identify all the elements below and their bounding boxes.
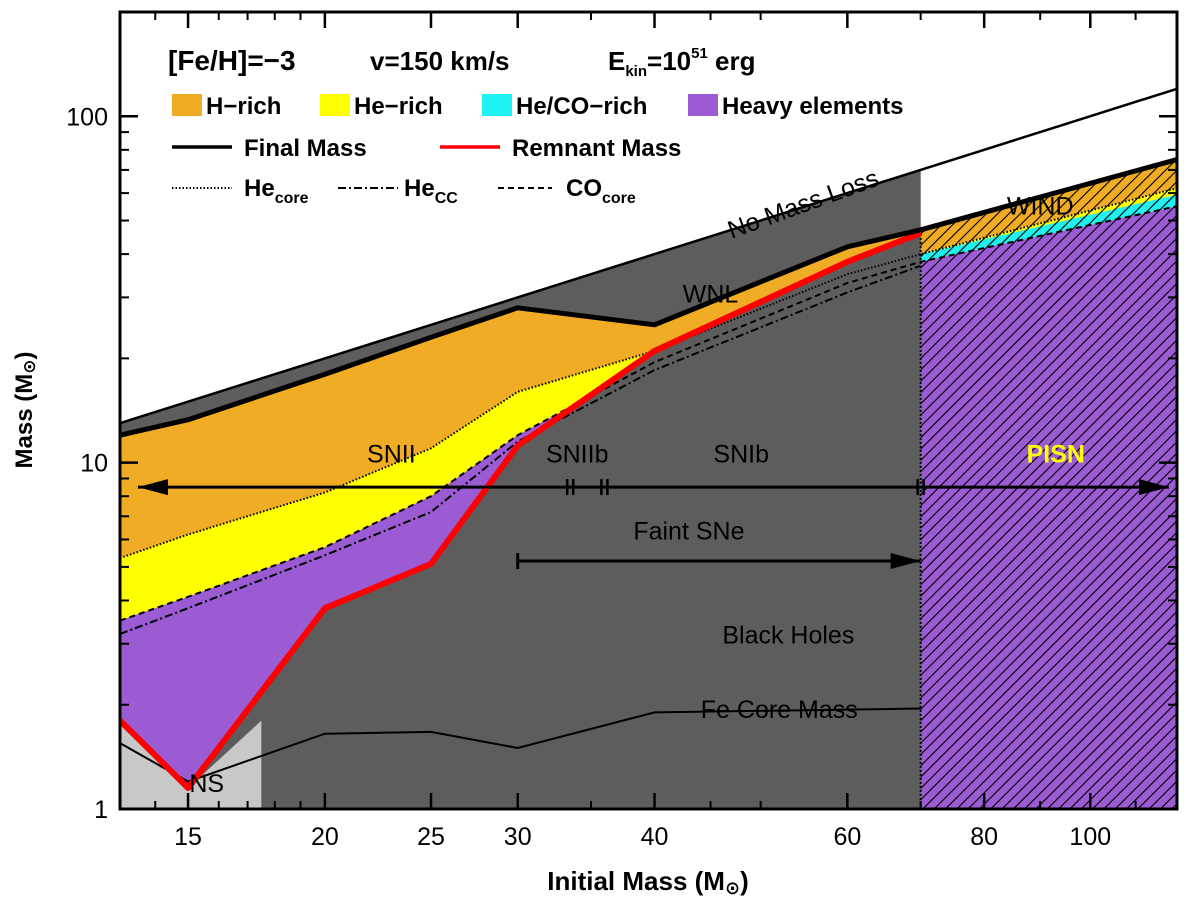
- annotation-wnl: WNL: [683, 280, 739, 308]
- annotation-snii: SNII: [367, 441, 416, 469]
- annotation-ns: NS: [189, 770, 224, 798]
- arrows: [137, 479, 1170, 570]
- sn-type-arrow-head-right: [1139, 479, 1170, 496]
- he-core-line: [120, 187, 1177, 560]
- remnant-mass-line: [120, 230, 922, 791]
- x-tick-label: 40: [641, 823, 669, 851]
- metallicity-label: [Fe/H]=−3: [168, 45, 296, 76]
- neutron-star-region: [120, 720, 262, 809]
- header-params: [Fe/H]=−3 v=150 km/s Ekin=1051 erg: [168, 45, 756, 80]
- x-tick-label: 60: [833, 823, 861, 851]
- x-tick-label: 100: [1069, 823, 1111, 851]
- x-tick-label: 15: [174, 823, 202, 851]
- filled-regions: [120, 159, 1177, 809]
- y-axis-ticks: 1 10 100: [66, 103, 1177, 824]
- annotation-black-holes: Black Holes: [722, 622, 854, 650]
- annotation-sniib: SNIIb: [546, 441, 609, 469]
- he-rich-area: [120, 188, 1177, 621]
- x-tick-label: 25: [417, 823, 445, 851]
- rotation-velocity-label: v=150 km/s: [370, 46, 510, 76]
- remnant-fill: [261, 233, 921, 809]
- legend: H−rich He−rich He/CO−rich Heavy elements…: [172, 93, 903, 207]
- sn-type-arrow-head-left: [137, 479, 168, 496]
- heavy-elements-area: [120, 233, 921, 789]
- y-tick-label: 1: [94, 796, 108, 824]
- annotation-snib: SNIb: [713, 441, 769, 469]
- x-axis-label: Initial Mass (M⊙): [547, 866, 748, 898]
- h-rich-area: [120, 159, 1177, 559]
- legend-label-final-mass: Final Mass: [244, 135, 367, 162]
- legend-label-heavy-elements: Heavy elements: [722, 93, 903, 120]
- annotation-faint-sne: Faint SNe: [633, 517, 744, 545]
- legend-swatch-h-rich: [172, 94, 202, 116]
- legend-label-he-cc: HeCC: [404, 175, 458, 207]
- legend-label-he-co-rich: He/CO−rich: [516, 93, 647, 120]
- mass-lines: [120, 87, 1177, 791]
- y-tick-label: 10: [80, 450, 108, 478]
- he-cc-line: [120, 264, 922, 635]
- x-tick-label: 80: [970, 823, 998, 851]
- final-mass-line: [120, 157, 1177, 438]
- x-tick-label: 30: [504, 823, 532, 851]
- legend-label-co-core: COcore: [566, 175, 636, 207]
- legend-label-he-rich: He−rich: [354, 93, 443, 120]
- no-mass-loss-line: [120, 87, 1177, 425]
- legend-label-he-core: Hecore: [244, 175, 309, 207]
- y-tick-label: 100: [66, 103, 108, 131]
- fe-core-mass-line: [120, 707, 921, 783]
- legend-swatch-he-co-rich: [482, 94, 512, 116]
- legend-swatch-he-rich: [320, 94, 350, 116]
- plot-frame: [118, 10, 1179, 811]
- pisn-hatch: [920, 159, 1177, 809]
- co-core-line: [120, 205, 1177, 622]
- x-axis-ticks: 15 20 25 30 40 60 80 100: [154, 12, 1137, 851]
- legend-label-h-rich: H−rich: [206, 93, 281, 120]
- legend-label-remnant-mass: Remnant Mass: [512, 135, 681, 162]
- kinetic-energy-label: Ekin=1051 erg: [608, 45, 756, 80]
- y-axis-label: Mass (M⊙): [11, 352, 39, 469]
- faint-sne-arrow-head-right: [890, 553, 921, 570]
- legend-swatch-heavy-elements: [688, 94, 718, 116]
- x-tick-label: 20: [311, 823, 339, 851]
- annotation-fe-core-mass: Fe Core Mass: [701, 696, 858, 724]
- annotation-wind: WIND: [1007, 193, 1074, 221]
- annotation-pisn: PISN: [1027, 441, 1085, 469]
